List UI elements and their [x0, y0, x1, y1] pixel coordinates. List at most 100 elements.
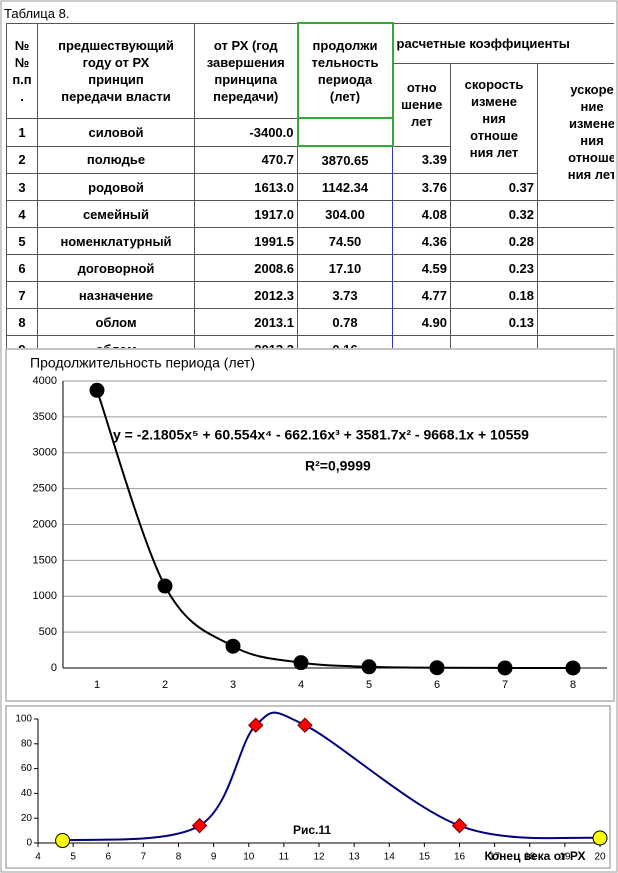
x-tick-label: 14 — [384, 852, 396, 863]
marker — [157, 578, 173, 594]
chart-title: Продолжительность периода (лет) — [30, 355, 255, 371]
x-tick-label: 10 — [243, 852, 255, 863]
table-cell: 1917.0 — [194, 200, 298, 228]
table-cell: 4 — [6, 200, 38, 228]
y-tick-label: 0 — [26, 838, 32, 849]
y-tick-label: 2500 — [33, 483, 57, 495]
y-tick-label: 1500 — [33, 554, 57, 566]
table: № № п.п . предшествующий году от РХ прин… — [6, 22, 614, 348]
table-cell: 0.13 — [450, 308, 538, 336]
y-tick-label: 2000 — [33, 518, 57, 530]
marker — [191, 817, 208, 834]
table-cell: 2008.6 — [194, 254, 298, 282]
y-tick-label: 40 — [21, 788, 33, 799]
y-tick-label: 3000 — [33, 447, 57, 459]
marker — [225, 638, 241, 654]
y-tick-label: 3500 — [33, 411, 57, 423]
y-tick-label: 500 — [39, 626, 57, 638]
y-tick-label: 0 — [51, 662, 57, 674]
subheader-cell: ускоре ние измене ния отноше ния лет — [536, 62, 614, 201]
table-cell: -0.05 — [536, 254, 614, 282]
x-axis-label: Конец века от РХ — [485, 849, 586, 863]
y-tick-label: 60 — [21, 763, 33, 774]
x-tick-label: 3 — [230, 679, 236, 691]
table-cell: -0.05 — [536, 308, 614, 336]
x-tick-label: 18 — [524, 852, 536, 863]
table-row: 1 силовой -3400.0 — [6, 117, 615, 147]
table-cell: -3400.0 — [194, 117, 298, 147]
x-tick-label: 19 — [559, 852, 571, 863]
table-cell: 0.37 — [450, 173, 538, 201]
x-tick-label: 6 — [434, 679, 440, 691]
header-cell: расчетные коэффициенты — [391, 22, 614, 64]
marker — [451, 817, 468, 834]
header-cell: от РХ (год завершения принципа передачи) — [194, 22, 298, 119]
x-tick-label: 17 — [489, 852, 501, 863]
table-cell: силовой — [37, 117, 195, 147]
table-cell: номенклатурный — [37, 227, 195, 255]
y-tick-label: 4000 — [33, 375, 57, 387]
x-tick-label: 4 — [35, 852, 41, 863]
x-tick-label: 5 — [366, 679, 372, 691]
x-tick-label: 13 — [349, 852, 361, 863]
x-tick-label: 7 — [141, 852, 147, 863]
table-cell: 74.50 — [297, 227, 393, 255]
r-squared: R²=0,9999 — [305, 458, 371, 474]
annotation: Рис.11 — [293, 823, 331, 837]
marker — [565, 660, 581, 676]
table-row: 9облом2013.30.16 — [6, 335, 614, 348]
chart-frame — [5, 348, 615, 702]
table-cell: 0.23 — [450, 254, 538, 282]
table-cell: 0.32 — [450, 200, 538, 228]
x-tick-label: 1 — [94, 679, 100, 691]
y-tick-label: 100 — [15, 714, 32, 725]
marker — [297, 717, 313, 733]
marker — [248, 717, 264, 733]
marker — [497, 660, 513, 676]
marker — [429, 660, 445, 676]
chart-frame — [5, 705, 611, 869]
x-tick-label: 9 — [211, 852, 217, 863]
x-tick-label: 5 — [70, 852, 76, 863]
header-cell: продолжи тельность периода (лет) — [296, 22, 394, 119]
y-tick-label: 20 — [21, 813, 33, 824]
x-tick-label: 15 — [419, 852, 431, 863]
x-tick-label: 7 — [502, 679, 508, 691]
marker — [89, 382, 105, 398]
equation: y = -2.1805x⁵ + 60.554x⁴ - 662.16x³ + 35… — [113, 427, 529, 443]
x-tick-label: 20 — [594, 852, 606, 863]
table-wrap: № № п.п . предшествующий году от РХ прин… — [6, 22, 614, 348]
table-cell: 470.7 — [194, 145, 298, 174]
table-cell: полюдье — [37, 145, 195, 174]
marker — [55, 833, 71, 849]
x-tick-label: 8 — [176, 852, 182, 863]
table-cell: 1613.0 — [194, 173, 298, 201]
trend-line — [62, 711, 601, 842]
x-tick-label: 2 — [162, 679, 168, 691]
table-cell — [536, 335, 614, 348]
marker — [361, 659, 377, 675]
x-tick-label: 6 — [105, 852, 111, 863]
x-tick-label: 16 — [454, 852, 466, 863]
x-tick-label: 4 — [298, 679, 304, 691]
table-cell: -0.05 — [536, 200, 614, 228]
header-cell: предшествующий году от РХ принцип переда… — [37, 22, 195, 119]
x-tick-label: 12 — [313, 852, 325, 863]
subheader-cell: отно шение лет — [392, 62, 451, 147]
table-cell — [296, 117, 394, 147]
table-cell: договорной — [37, 254, 195, 282]
x-tick-label: 8 — [570, 679, 576, 691]
y-tick-label: 1000 — [33, 590, 57, 602]
table-cell: 0.18 — [450, 281, 538, 309]
table-cell: 4.59 — [392, 254, 451, 282]
y-tick-label: 80 — [21, 738, 33, 749]
table-cell: 1142.34 — [297, 173, 393, 201]
table-cell: 3870.65 — [297, 145, 393, 174]
table-cell: 2013.1 — [194, 308, 298, 336]
trend-line — [96, 389, 574, 669]
